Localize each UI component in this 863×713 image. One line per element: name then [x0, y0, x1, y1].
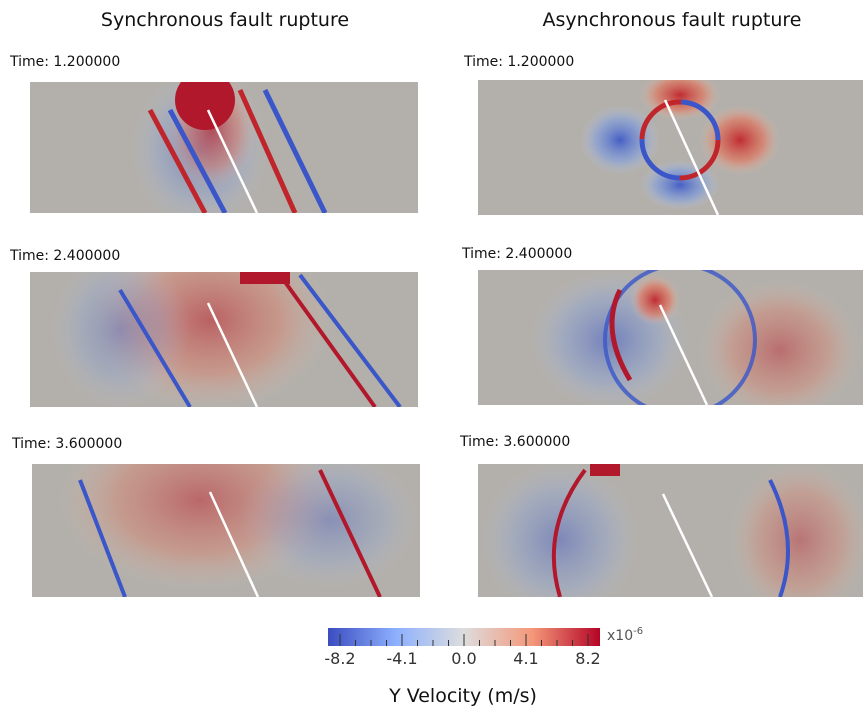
time-label: Time: 2.400000 — [461, 246, 572, 262]
colorbar-tick-label: 8.2 — [575, 649, 600, 668]
time-label: Time: 1.200000 — [9, 54, 120, 70]
multiplier-exponent: -6 — [633, 626, 643, 637]
time-label: Time: 1.200000 — [463, 54, 574, 70]
snapshot — [32, 464, 420, 597]
snapshot — [30, 82, 418, 213]
time-label: Time: 3.600000 — [11, 436, 122, 452]
colorbar-label: Y Velocity (m/s) — [388, 685, 537, 707]
snapshot — [30, 272, 418, 407]
multiplier-base: x10 — [607, 628, 633, 644]
column-title: Synchronous fault rupture — [101, 9, 349, 31]
snapshot — [478, 80, 863, 215]
colorbar-multiplier: x10-6 — [607, 626, 643, 644]
snapshot — [478, 270, 863, 405]
colorbar-ticks: -8.2 -4.1 0.0 4.1 8.2 — [324, 634, 601, 668]
column-title: Asynchronous fault rupture — [543, 9, 802, 31]
time-label: Time: 3.600000 — [459, 434, 570, 450]
colorbar-tick-label: 0.0 — [451, 649, 476, 668]
snapshot — [478, 464, 863, 597]
time-label: Time: 2.400000 — [9, 248, 120, 264]
colorbar-tick-label: 4.1 — [513, 649, 538, 668]
colorbar-tick-label: -4.1 — [386, 649, 417, 668]
colorbar-tick-label: -8.2 — [324, 649, 355, 668]
